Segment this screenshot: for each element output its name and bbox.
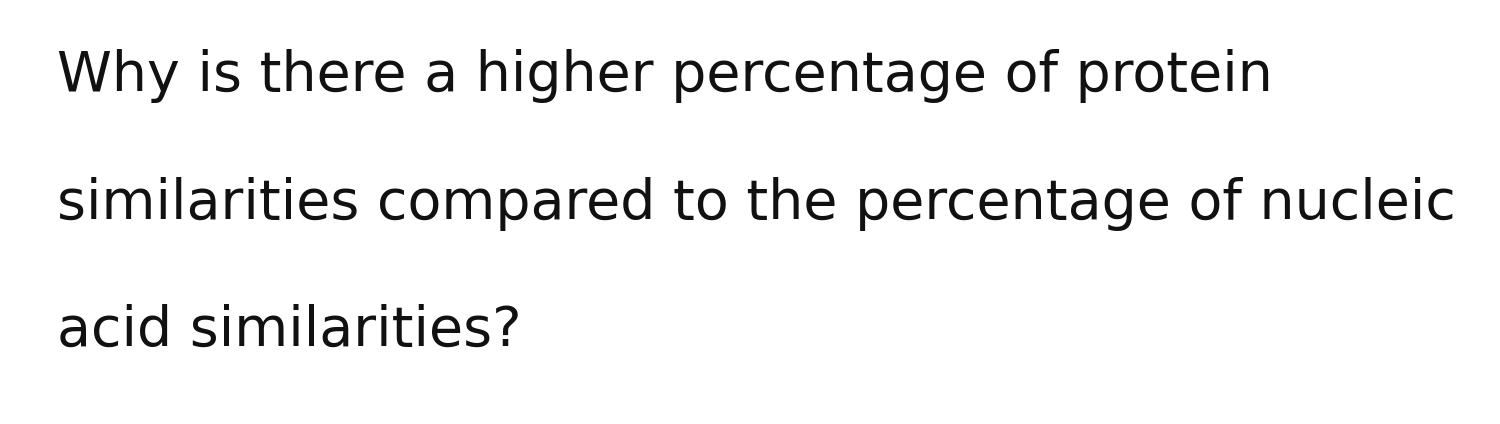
Text: Why is there a higher percentage of protein: Why is there a higher percentage of prot… xyxy=(57,49,1274,103)
Text: acid similarities?: acid similarities? xyxy=(57,304,522,358)
Text: similarities compared to the percentage of nucleic: similarities compared to the percentage … xyxy=(57,176,1456,231)
